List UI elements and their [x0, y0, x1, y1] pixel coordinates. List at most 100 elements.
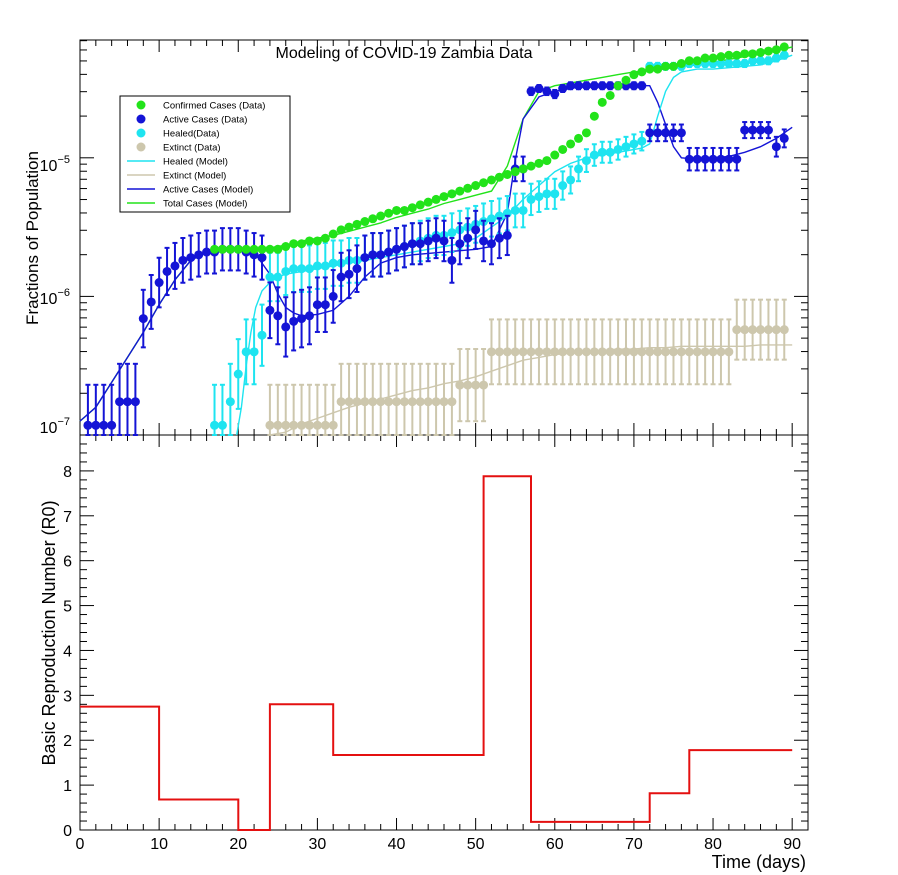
extinct-data-point	[392, 397, 402, 407]
active-cases-data-point	[336, 272, 346, 282]
confirmed-cases-data-point	[455, 186, 465, 196]
active-cases-data-point	[146, 297, 156, 307]
active-cases-data-point	[178, 255, 188, 265]
confirmed-cases-data-point	[589, 111, 599, 121]
y-tick-label: 3	[63, 688, 72, 705]
confirmed-cases-data-point	[415, 200, 425, 210]
healed-data-point	[605, 147, 615, 157]
healed-data-point	[233, 369, 243, 379]
active-cases-data-point	[202, 247, 212, 257]
svg-text:10−7: 10−7	[40, 416, 70, 437]
active-cases-data-point	[122, 397, 132, 407]
active-cases-data-point	[668, 128, 678, 138]
confirmed-cases-data-point	[771, 45, 781, 55]
confirmed-cases-data-point	[621, 75, 631, 85]
confirmed-cases-data-point	[494, 172, 504, 182]
confirmed-cases-data-point	[732, 50, 742, 60]
active-cases-data-point	[352, 264, 362, 274]
healed-data-point	[312, 261, 322, 271]
extinct-data-point	[304, 420, 314, 430]
active-cases-data-point	[170, 261, 180, 271]
confirmed-cases-data-point	[581, 128, 591, 138]
active-cases-data-point	[566, 81, 576, 91]
extinct-data-point	[407, 397, 417, 407]
healed-data-point	[629, 139, 639, 149]
y-tick-label: 8	[63, 464, 72, 481]
bottom-y-axis-label: Basic Reproduction Number (R0)	[39, 500, 59, 765]
active-cases-data-point	[130, 397, 140, 407]
extinct-data-point	[423, 397, 433, 407]
extinct-data-point	[708, 347, 718, 357]
y-tick-label: 0	[63, 823, 72, 840]
active-cases-data-point	[194, 250, 204, 260]
active-cases-data-point	[542, 86, 552, 96]
active-cases-data-point	[392, 244, 402, 254]
confirmed-cases-data-point	[479, 178, 489, 188]
active-cases-data-point	[162, 266, 172, 276]
healed-data-point	[566, 175, 576, 185]
healed-data-point	[447, 228, 457, 238]
x-tick-label: 20	[229, 836, 247, 853]
extinct-data-point	[637, 347, 647, 357]
active-cases-data-point	[771, 142, 781, 152]
active-cases-data-point	[574, 81, 584, 91]
chart-title: Modeling of COVID-19 Zambia Data	[276, 45, 533, 62]
confirmed-cases-data-point	[645, 64, 655, 74]
y-tick-label: 7	[63, 509, 72, 526]
confirmed-cases-data-point	[724, 50, 734, 60]
extinct-data-point	[684, 347, 694, 357]
active-cases-data-point	[83, 420, 93, 430]
active-cases-data-point	[328, 291, 338, 301]
active-cases-data-point	[637, 81, 647, 91]
active-cases-data-point	[91, 420, 101, 430]
healed-data-point	[558, 181, 568, 191]
confirmed-cases-data-point	[423, 197, 433, 207]
confirmed-cases-data-point	[763, 46, 773, 56]
active-cases-data-point	[534, 84, 544, 94]
bottom-panel-ticks: 0 10 20 30 40 50 60 70 80 90 0 1 2 3 4 5 6 7 8	[63, 434, 808, 853]
bottom-panel-frame	[79, 434, 809, 831]
top-y-tick-label: 10−5	[40, 154, 70, 175]
extinct-data-point	[613, 347, 623, 357]
extinct-data-point	[756, 325, 766, 335]
confirmed-cases-data-point	[740, 49, 750, 59]
active-cases-data-point	[471, 225, 481, 235]
active-cases-data-point	[344, 269, 354, 279]
healed-data-point	[328, 258, 338, 268]
legend-marker	[136, 114, 146, 124]
extinct-data-point	[716, 347, 726, 357]
extinct-data-point	[281, 420, 291, 430]
healed-data-point	[225, 397, 235, 407]
x-tick-label: 80	[704, 836, 722, 853]
confirmed-cases-data-point	[574, 133, 584, 143]
svg-text:10−5: 10−5	[40, 154, 70, 175]
healed-data-point	[732, 59, 742, 69]
active-cases-data-point	[297, 314, 307, 324]
extinct-data-point	[447, 397, 457, 407]
active-cases-data-point	[423, 236, 433, 246]
confirmed-cases-data-point	[281, 242, 291, 252]
confirmed-cases-data-point	[661, 61, 671, 71]
y-tick-label: 1	[63, 778, 72, 795]
healed-data-point	[740, 59, 750, 69]
extinct-data-point	[479, 380, 489, 390]
extinct-data-point	[740, 325, 750, 335]
healed-data-point	[273, 272, 283, 282]
active-cases-data-point	[439, 236, 449, 246]
extinct-data-point	[574, 347, 584, 357]
active-cases-data-point	[107, 420, 117, 430]
extinct-data-point	[629, 347, 639, 357]
confirmed-cases-data-point	[510, 167, 520, 177]
confirmed-cases-data-point	[700, 53, 710, 63]
extinct-data-point	[645, 347, 655, 357]
healed-data-point	[763, 56, 773, 66]
extinct-data-point	[748, 325, 758, 335]
extinct-data-point	[360, 397, 370, 407]
extinct-data-point	[344, 397, 354, 407]
legend-marker	[136, 100, 146, 110]
confirmed-cases-data-point	[265, 244, 275, 254]
confirmed-cases-data-point	[748, 49, 758, 59]
confirmed-cases-data-point	[486, 175, 496, 185]
confirmed-cases-data-point	[273, 244, 283, 254]
x-tick-label: 90	[783, 836, 801, 853]
